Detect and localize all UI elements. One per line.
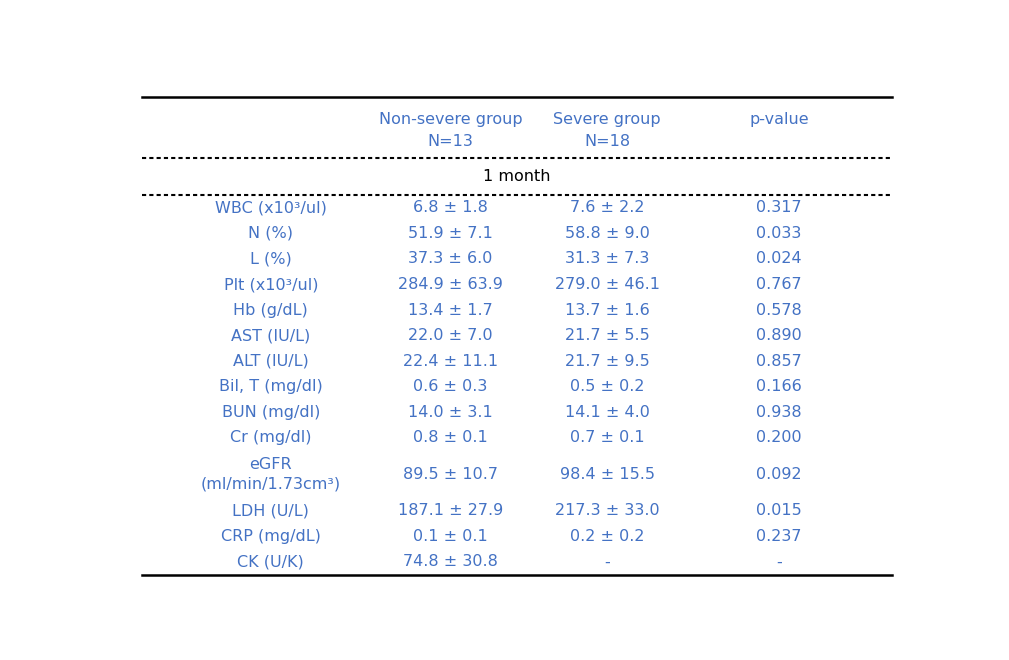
Text: 0.024: 0.024	[757, 251, 802, 267]
Text: AST (IU/L): AST (IU/L)	[231, 328, 311, 343]
Text: 58.8 ± 9.0: 58.8 ± 9.0	[565, 226, 650, 241]
Text: 74.8 ± 30.8: 74.8 ± 30.8	[404, 554, 498, 570]
Text: CRP (mg/dL): CRP (mg/dL)	[221, 529, 321, 544]
Text: 51.9 ± 7.1: 51.9 ± 7.1	[409, 226, 493, 241]
Text: 0.015: 0.015	[756, 504, 802, 518]
Text: 21.7 ± 5.5: 21.7 ± 5.5	[565, 328, 650, 343]
Text: 13.7 ± 1.6: 13.7 ± 1.6	[565, 302, 650, 317]
Text: WBC (x10³/ul): WBC (x10³/ul)	[215, 201, 327, 215]
Text: 22.4 ± 11.1: 22.4 ± 11.1	[403, 354, 498, 369]
Text: 6.8 ± 1.8: 6.8 ± 1.8	[414, 201, 488, 215]
Text: 0.317: 0.317	[757, 201, 802, 215]
Text: 0.8 ± 0.1: 0.8 ± 0.1	[414, 430, 488, 446]
Text: Bil, T (mg/dl): Bil, T (mg/dl)	[219, 379, 323, 394]
Text: 22.0 ± 7.0: 22.0 ± 7.0	[409, 328, 493, 343]
Text: N=13: N=13	[428, 134, 473, 148]
Text: 0.200: 0.200	[757, 430, 802, 446]
Text: 217.3 ± 33.0: 217.3 ± 33.0	[555, 504, 659, 518]
Text: Plt (x10³/ul): Plt (x10³/ul)	[224, 277, 318, 292]
Text: 284.9 ± 63.9: 284.9 ± 63.9	[399, 277, 503, 292]
Text: 89.5 ± 10.7: 89.5 ± 10.7	[404, 467, 498, 482]
Text: Non-severe group: Non-severe group	[378, 112, 523, 127]
Text: L (%): L (%)	[250, 251, 292, 267]
Text: 0.092: 0.092	[757, 467, 802, 482]
Text: 0.767: 0.767	[757, 277, 802, 292]
Text: 31.3 ± 7.3: 31.3 ± 7.3	[565, 251, 649, 267]
Text: 0.938: 0.938	[757, 405, 802, 420]
Text: 0.166: 0.166	[756, 379, 802, 394]
Text: 0.237: 0.237	[757, 529, 802, 544]
Text: 21.7 ± 9.5: 21.7 ± 9.5	[565, 354, 650, 369]
Text: Hb (g/dL): Hb (g/dL)	[233, 302, 308, 317]
Text: -: -	[604, 554, 609, 570]
Text: 0.6 ± 0.3: 0.6 ± 0.3	[414, 379, 487, 394]
Text: 37.3 ± 6.0: 37.3 ± 6.0	[409, 251, 492, 267]
Text: LDH (U/L): LDH (U/L)	[232, 504, 309, 518]
Text: 0.7 ± 0.1: 0.7 ± 0.1	[570, 430, 645, 446]
Text: N (%): N (%)	[248, 226, 294, 241]
Text: 0.578: 0.578	[756, 302, 802, 317]
Text: Cr (mg/dl): Cr (mg/dl)	[230, 430, 312, 446]
Text: 98.4 ± 15.5: 98.4 ± 15.5	[560, 467, 655, 482]
Text: ALT (IU/L): ALT (IU/L)	[233, 354, 309, 369]
Text: 14.0 ± 3.1: 14.0 ± 3.1	[409, 405, 493, 420]
Text: 0.1 ± 0.1: 0.1 ± 0.1	[414, 529, 488, 544]
Text: 187.1 ± 27.9: 187.1 ± 27.9	[398, 504, 503, 518]
Text: 0.5 ± 0.2: 0.5 ± 0.2	[570, 379, 645, 394]
Text: CK (U/K): CK (U/K)	[237, 554, 304, 570]
Text: -: -	[776, 554, 782, 570]
Text: BUN (mg/dl): BUN (mg/dl)	[222, 405, 320, 420]
Text: 0.033: 0.033	[757, 226, 802, 241]
Text: 0.857: 0.857	[756, 354, 802, 369]
Text: Severe group: Severe group	[553, 112, 661, 127]
Text: 7.6 ± 2.2: 7.6 ± 2.2	[570, 201, 645, 215]
Text: 1 month: 1 month	[483, 169, 551, 184]
Text: 14.1 ± 4.0: 14.1 ± 4.0	[565, 405, 650, 420]
Text: 0.890: 0.890	[756, 328, 802, 343]
Text: 0.2 ± 0.2: 0.2 ± 0.2	[570, 529, 645, 544]
Text: 279.0 ± 46.1: 279.0 ± 46.1	[555, 277, 660, 292]
Text: N=18: N=18	[584, 134, 630, 148]
Text: p-value: p-value	[750, 112, 809, 127]
Text: 13.4 ± 1.7: 13.4 ± 1.7	[409, 302, 493, 317]
Text: eGFR
(ml/min/1.73cm³): eGFR (ml/min/1.73cm³)	[201, 457, 341, 492]
